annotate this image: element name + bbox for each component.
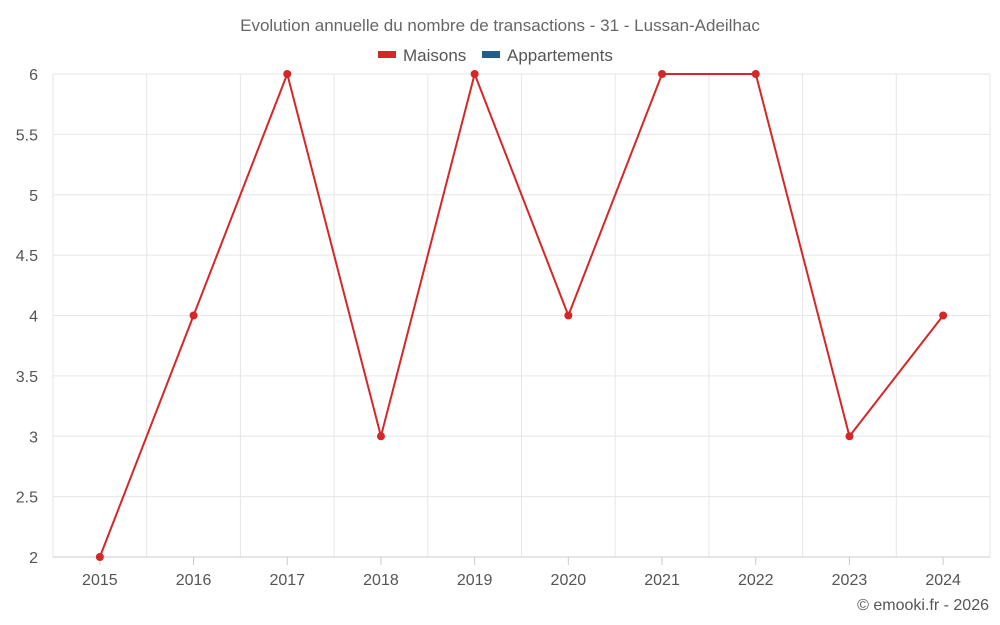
x-axis-ticks: 2015 2016 2017 2018 2019 2020 2021 2022 2023 2024 [82, 557, 961, 589]
y-tick-label: 3.5 [16, 369, 38, 386]
data-point-maisons-2015[interactable] [95, 553, 104, 561]
x-tick-label: 2023 [832, 572, 868, 589]
legend-swatch-appartements [482, 51, 500, 58]
y-tick-label: 5.5 [16, 127, 38, 144]
legend: Maisons Appartements [378, 46, 613, 65]
legend-label-appartements: Appartements [507, 46, 613, 65]
data-point-maisons-2024[interactable] [939, 311, 948, 320]
legend-label-maisons: Maisons [403, 46, 466, 65]
y-tick-label: 3 [29, 429, 38, 446]
x-tick-label: 2022 [738, 572, 774, 589]
x-tick-label: 2020 [551, 572, 587, 589]
y-tick-label: 2 [29, 550, 38, 567]
data-point-maisons-2019[interactable] [470, 70, 479, 78]
y-axis-ticks: 2 2.5 3 3.5 4 4.5 5 5.5 6 [16, 67, 38, 567]
legend-item-appartements[interactable]: Appartements [482, 46, 613, 65]
x-tick-label: 2019 [457, 572, 493, 589]
y-tick-label: 6 [29, 67, 38, 84]
x-tick-label: 2024 [925, 572, 961, 589]
plot-area [95, 70, 948, 561]
y-tick-label: 4.5 [16, 248, 38, 265]
series-line-maisons [98, 70, 944, 558]
data-point-maisons-2021[interactable] [658, 70, 667, 78]
data-point-maisons-2023[interactable] [845, 432, 854, 441]
legend-item-maisons[interactable]: Maisons [378, 46, 466, 65]
x-tick-label: 2015 [82, 572, 118, 589]
y-tick-label: 4 [29, 309, 38, 326]
data-point-maisons-2018[interactable] [376, 432, 385, 441]
data-point-maisons-2022[interactable] [751, 70, 760, 78]
data-point-maisons-2020[interactable] [564, 311, 573, 320]
data-point-maisons-2017[interactable] [283, 70, 292, 78]
y-tick-label: 5 [29, 188, 38, 205]
chart-title: Evolution annuelle du nombre de transact… [240, 16, 760, 35]
x-tick-label: 2018 [363, 572, 399, 589]
credit-text: © emooki.fr - 2026 [857, 597, 989, 614]
x-tick-label: 2021 [644, 572, 680, 589]
y-tick-label: 2.5 [16, 490, 38, 507]
data-point-maisons-2016[interactable] [189, 311, 198, 320]
x-tick-label: 2017 [269, 572, 305, 589]
x-tick-label: 2016 [176, 572, 212, 589]
legend-swatch-maisons [378, 51, 396, 58]
